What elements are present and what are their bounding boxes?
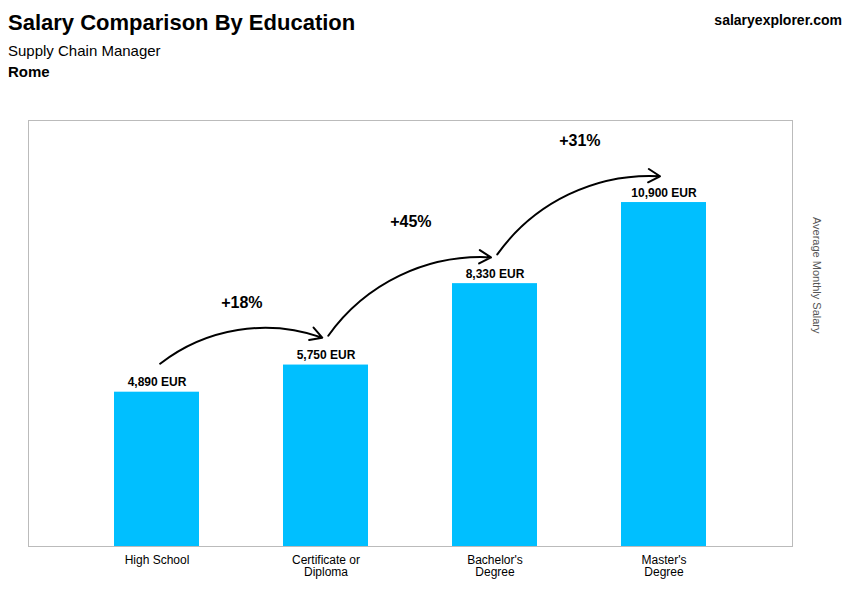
html-text:salaryexplorer.com: salaryexplorer.com xyxy=(714,12,842,28)
svg-text:Certificate orDiploma: Certificate orDiploma xyxy=(292,553,360,579)
svg-text:5,750 EUR: 5,750 EUR xyxy=(297,348,356,362)
html-text:Rome: Rome xyxy=(8,63,50,80)
svg-text:10,900 EUR: 10,900 EUR xyxy=(631,186,697,200)
svg-text:4,890 EUR: 4,890 EUR xyxy=(128,375,187,389)
svg-text:Average Monthly Salary: Average Monthly Salary xyxy=(811,217,823,334)
svg-text:8,330 EUR: 8,330 EUR xyxy=(466,267,525,281)
html-text:Salary Comparison By Education: Salary Comparison By Education xyxy=(8,10,356,35)
svg-text:+31%: +31% xyxy=(559,132,600,149)
svg-text:Bachelor'sDegree: Bachelor'sDegree xyxy=(467,553,523,579)
svg-text:Master'sDegree: Master'sDegree xyxy=(642,553,687,579)
html-text:Supply Chain Manager: Supply Chain Manager xyxy=(8,42,161,59)
svg-text:+45%: +45% xyxy=(390,213,431,230)
svg-text:+18%: +18% xyxy=(221,294,262,311)
svg-text:High School: High School xyxy=(125,553,190,567)
